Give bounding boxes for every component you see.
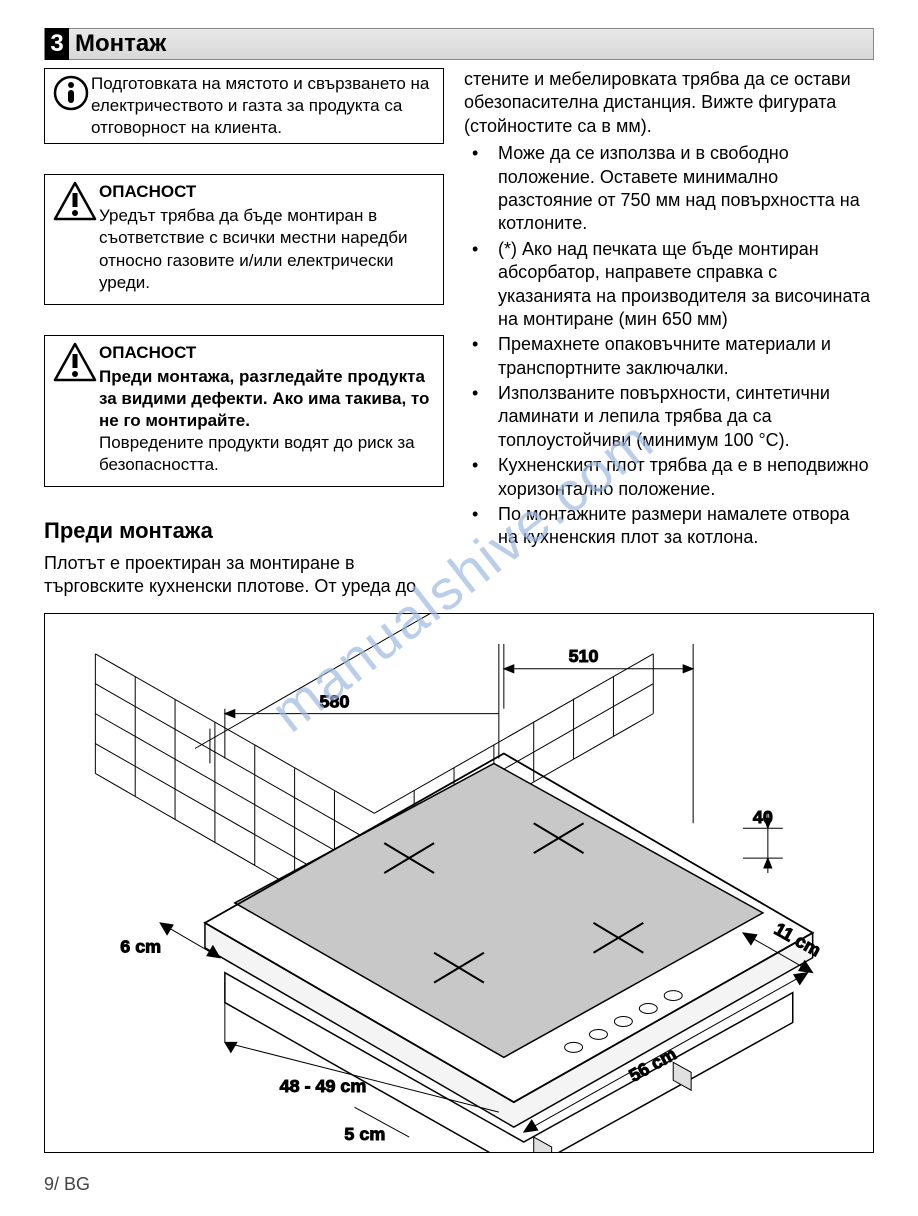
installation-diagram: 580 510 40 6 cm (44, 613, 874, 1153)
warning-bold-text: Преди монтажа, разгледайте продукта за в… (99, 366, 435, 432)
info-text: Подготовката на мястото и свързването на… (91, 73, 437, 139)
warning-icon (51, 342, 99, 477)
dim-40: 40 (753, 807, 773, 827)
list-item: (*) Ако над печката ще бъде монтиран абс… (464, 238, 874, 332)
right-column: стените и мебелировката трябва да се ост… (464, 68, 874, 603)
page-number: 9/ BG (44, 1173, 874, 1196)
left-paragraph: Плотът е проектиран за монтиране в търго… (44, 552, 444, 599)
bullet-list: Може да се използва и в свободно положен… (464, 142, 874, 550)
section-title: Монтаж (75, 28, 166, 59)
list-item: Кухненският плот трябва да е в неподвижн… (464, 454, 874, 501)
warning-title: ОПАСНОСТ (99, 342, 435, 364)
warning-box-1: ОПАСНОСТ Уредът трябва да бъде монтиран … (44, 174, 444, 304)
dim-580: 580 (320, 691, 350, 711)
list-item: Може да се използва и в свободно положен… (464, 142, 874, 236)
dim-510: 510 (569, 646, 599, 666)
list-item: По монтажните размери намалете отвора на… (464, 503, 874, 550)
left-column: Подготовката на мястото и свързването на… (44, 68, 444, 603)
section-header: 3 Монтаж (44, 28, 874, 60)
warning-text: Повредените продукти водят до риск за бе… (99, 432, 435, 476)
info-box: Подготовката на мястото и свързването на… (44, 68, 444, 144)
list-item: Премахнете опаковъчните материали и тран… (464, 333, 874, 380)
warning-box-2: ОПАСНОСТ Преди монтажа, разгледайте прод… (44, 335, 444, 488)
dim-48-49: 48 - 49 cm (280, 1076, 367, 1096)
section-number: 3 (45, 28, 69, 60)
warning-text: Уредът трябва да бъде монтиран в съответ… (99, 205, 435, 293)
warning-title: ОПАСНОСТ (99, 181, 435, 203)
right-paragraph: стените и мебелировката трябва да се ост… (464, 68, 874, 138)
dim-5cm: 5 cm (344, 1124, 385, 1144)
dim-6cm: 6 cm (120, 936, 161, 956)
subheading: Преди монтажа (44, 517, 444, 546)
list-item: Използваните повърхности, синтетични лам… (464, 382, 874, 452)
warning-icon (51, 181, 99, 293)
content-columns: Подготовката на мястото и свързването на… (44, 68, 874, 603)
info-icon (51, 73, 91, 139)
